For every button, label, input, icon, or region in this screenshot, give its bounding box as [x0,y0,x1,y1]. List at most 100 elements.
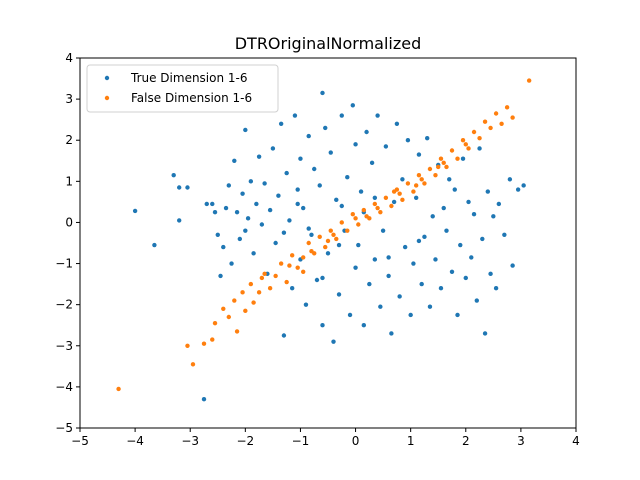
x-axis: −5 −4 −3 −2 −1 0 1 2 3 4 [71,428,580,448]
data-point [267,286,273,291]
data-point [400,177,405,182]
data-point [408,312,413,318]
data-point [499,121,504,126]
data-point [416,238,422,244]
y-tick-label: 4 [65,51,73,65]
data-point [358,189,364,194]
data-point [364,129,369,135]
data-point [287,218,292,223]
data-point [427,304,433,309]
data-point [301,269,306,274]
data-point [152,242,157,248]
y-tick-label: 2 [65,133,73,147]
data-point [331,232,336,237]
data-point [477,135,482,141]
data-point [215,232,220,237]
legend-marker [104,75,110,81]
data-point [306,133,311,139]
x-tick-label: 2 [462,434,470,448]
data-point [256,290,262,295]
data-point [212,209,218,215]
data-point [325,251,331,256]
data-point [422,234,427,240]
series-1 [116,78,532,392]
data-point [463,142,468,147]
data-point [427,166,433,172]
data-point [328,228,333,233]
data-point [240,191,245,196]
data-point [416,152,422,157]
data-point [171,172,176,178]
data-point [449,148,455,153]
x-tick-label: −4 [126,434,144,448]
data-point [378,304,383,309]
x-tick-label: −3 [181,434,199,448]
data-point [469,255,474,260]
data-point [402,244,408,250]
data-point [317,183,322,188]
data-point [389,203,394,209]
data-point [493,286,499,291]
data-point [438,156,444,161]
legend: True Dimension 1-6 False Dimension 1-6 [86,64,279,113]
data-point [295,201,300,207]
data-point [458,242,463,248]
data-point [460,156,466,161]
data-point [466,199,471,205]
data-point [221,244,226,250]
data-point [306,240,311,246]
data-point [515,187,521,192]
data-point [276,193,281,198]
data-point [243,308,248,314]
data-point [441,160,446,166]
data-point [411,261,416,266]
data-point [488,125,493,131]
y-tick-label: −1 [55,257,73,271]
data-point [350,212,355,217]
data-point [221,306,226,311]
data-point [477,146,482,151]
data-point [389,331,394,336]
data-point [204,201,209,207]
data-point [471,212,477,217]
data-point [185,185,190,190]
data-point [413,195,419,200]
data-point [452,187,457,192]
data-point [411,189,416,194]
y-tick-label: −3 [55,339,73,353]
data-point [281,230,287,235]
data-point [248,179,254,184]
data-point [430,214,435,219]
data-point [416,172,422,178]
data-point [237,236,243,242]
data-point [345,175,350,180]
data-point [190,362,196,367]
data-point [336,292,342,297]
data-point [361,323,367,328]
x-tick-label: −2 [236,434,254,448]
data-point [331,339,336,344]
data-point [289,286,295,291]
plot-area [116,78,532,402]
data-point [350,103,355,108]
data-point [292,113,298,118]
y-tick-label: −4 [55,380,73,394]
data-point [254,201,259,207]
data-point [419,177,424,182]
data-point [413,183,419,188]
data-point [463,275,468,281]
legend-label: True Dimension 1-6 [130,71,248,85]
data-point [339,220,344,225]
x-tick-label: 1 [407,434,415,448]
data-point [323,125,328,131]
data-point [507,177,513,182]
data-point [278,121,284,126]
data-point [251,300,256,305]
data-point [259,275,265,281]
data-point [270,146,276,151]
data-point [380,228,386,233]
data-point [378,209,383,215]
data-point [251,251,256,256]
data-point [303,302,309,307]
